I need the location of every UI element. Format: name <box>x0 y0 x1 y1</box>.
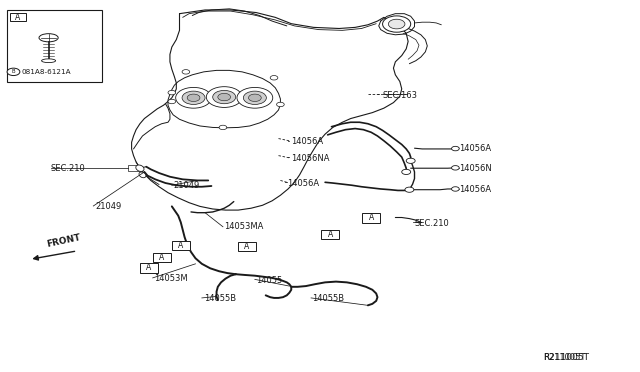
Text: 14053MA: 14053MA <box>224 222 264 231</box>
Text: A: A <box>369 213 374 222</box>
FancyBboxPatch shape <box>129 165 140 171</box>
Text: B: B <box>12 69 15 74</box>
Circle shape <box>237 87 273 108</box>
Circle shape <box>402 169 411 174</box>
Text: 081A8-6121A: 081A8-6121A <box>22 69 72 75</box>
Circle shape <box>383 16 411 32</box>
Text: A: A <box>159 253 164 262</box>
Text: 21049: 21049 <box>173 181 200 190</box>
Circle shape <box>175 87 211 108</box>
Ellipse shape <box>136 165 144 171</box>
Circle shape <box>248 94 261 102</box>
Circle shape <box>168 90 175 95</box>
Circle shape <box>452 166 460 170</box>
Text: A: A <box>15 13 20 22</box>
Circle shape <box>243 91 266 105</box>
FancyBboxPatch shape <box>153 253 171 262</box>
Circle shape <box>405 187 414 192</box>
Circle shape <box>218 93 230 101</box>
Circle shape <box>388 19 405 29</box>
Text: 14055B: 14055B <box>312 294 344 303</box>
Circle shape <box>219 125 227 130</box>
Ellipse shape <box>139 172 146 178</box>
Text: 14053M: 14053M <box>154 274 188 283</box>
FancyBboxPatch shape <box>10 13 26 21</box>
Circle shape <box>7 68 20 76</box>
FancyBboxPatch shape <box>7 10 102 82</box>
Ellipse shape <box>42 59 56 62</box>
Text: 14056NA: 14056NA <box>291 154 330 163</box>
Text: 14056A: 14056A <box>460 144 492 153</box>
Circle shape <box>182 70 189 74</box>
Text: 21049: 21049 <box>95 202 122 211</box>
Circle shape <box>270 76 278 80</box>
Text: 14056A: 14056A <box>291 137 323 146</box>
Circle shape <box>276 102 284 107</box>
Text: SEC.163: SEC.163 <box>383 91 417 100</box>
Circle shape <box>187 94 200 102</box>
Circle shape <box>168 99 175 104</box>
Text: R211005T: R211005T <box>543 353 589 362</box>
FancyBboxPatch shape <box>362 213 380 223</box>
Text: 14056A: 14056A <box>460 185 492 194</box>
FancyBboxPatch shape <box>140 263 158 273</box>
Text: 14055: 14055 <box>256 276 282 285</box>
Text: A: A <box>178 241 184 250</box>
Text: 14056A: 14056A <box>287 179 319 187</box>
Text: A: A <box>244 241 249 250</box>
Circle shape <box>212 90 236 104</box>
Circle shape <box>452 146 460 151</box>
Text: A: A <box>146 263 152 272</box>
Text: A: A <box>328 230 333 239</box>
FancyBboxPatch shape <box>172 241 189 250</box>
Circle shape <box>452 187 460 191</box>
Circle shape <box>406 158 415 163</box>
Text: R211005T: R211005T <box>543 353 586 362</box>
FancyBboxPatch shape <box>321 230 339 239</box>
Text: 14055B: 14055B <box>204 294 236 303</box>
Text: SEC.210: SEC.210 <box>415 219 449 228</box>
Circle shape <box>206 87 242 108</box>
Circle shape <box>182 91 205 105</box>
Text: FRONT: FRONT <box>45 233 81 249</box>
Text: SEC.210: SEC.210 <box>51 164 85 173</box>
Text: 14056N: 14056N <box>460 164 492 173</box>
Ellipse shape <box>39 34 58 42</box>
FancyBboxPatch shape <box>237 241 255 251</box>
